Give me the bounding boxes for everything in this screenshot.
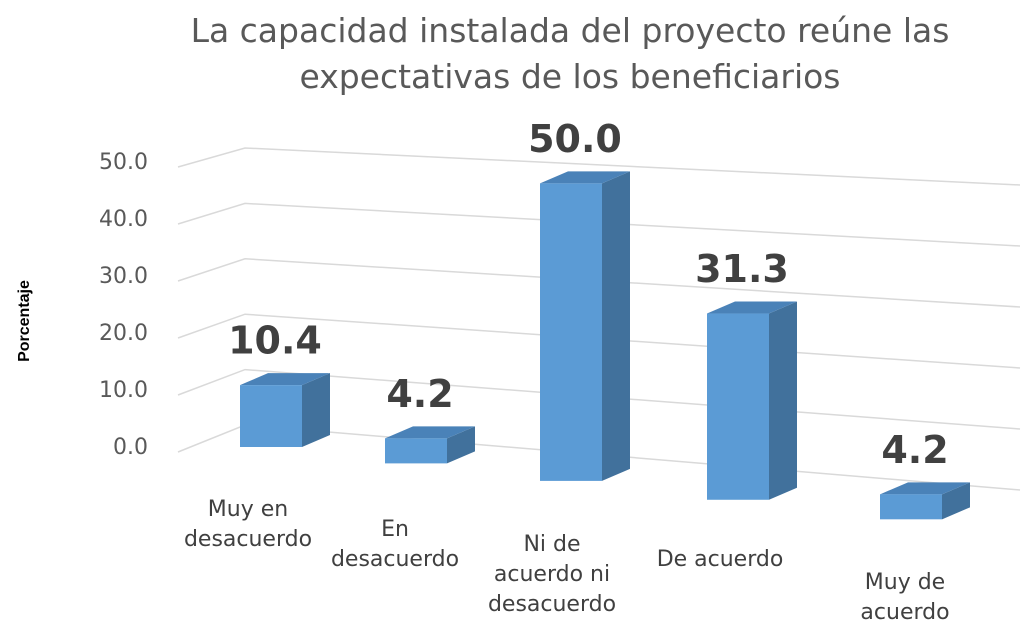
bar-top [707, 301, 797, 314]
data-label: 4.2 [881, 428, 948, 472]
y-tick-label: 0.0 [113, 435, 148, 460]
bar [240, 373, 330, 447]
grid-line [177, 258, 1021, 308]
bar-side [302, 373, 330, 447]
bar-side [602, 171, 630, 481]
x-tick-label: Ni de acuerdo ni desacuerdo [487, 532, 617, 617]
y-tick-label: 10.0 [99, 378, 148, 403]
bar-top [385, 426, 475, 439]
x-tick-label: Muy en desacuerdo [183, 497, 313, 552]
y-axis-label: Porcentaje [16, 280, 33, 362]
x-tick-label: De acuerdo [656, 547, 784, 572]
bar-front [707, 313, 769, 500]
data-label: 50.0 [528, 117, 622, 161]
y-tick-label: 40.0 [99, 207, 148, 232]
bar-front [240, 385, 302, 447]
data-label: 31.3 [695, 247, 789, 291]
bar-top [880, 482, 970, 495]
bar-top [540, 171, 630, 184]
bar [707, 301, 797, 500]
bar-front [540, 183, 602, 481]
chart-title: La capacidad instalada del proyecto reún… [190, 11, 950, 96]
y-tick-label: 50.0 [99, 150, 148, 175]
bar-top [240, 373, 330, 386]
bar-front [385, 438, 447, 464]
grid-line [177, 202, 1021, 247]
bar-side [942, 482, 970, 520]
bar-side [769, 301, 797, 500]
y-tick-label: 20.0 [99, 321, 148, 346]
x-tick-label: Muy de acuerdo [860, 570, 950, 625]
bar-side [447, 426, 475, 464]
bar [385, 426, 475, 464]
bar-front [880, 494, 942, 520]
x-tick-label: En desacuerdo [330, 517, 460, 572]
data-label: 4.2 [386, 372, 453, 416]
y-tick-label: 30.0 [99, 264, 148, 289]
bar [880, 482, 970, 520]
bar [540, 171, 630, 481]
grid-line [177, 147, 1021, 186]
data-label: 10.4 [228, 319, 322, 363]
